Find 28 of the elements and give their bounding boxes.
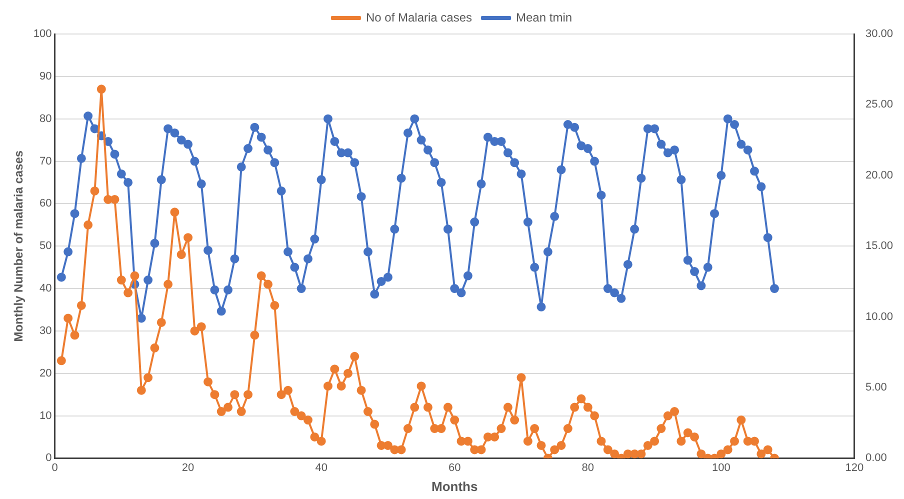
y-tick-label: 80: [40, 112, 52, 125]
y2-tick-label: 0.00: [865, 452, 887, 464]
y-axis-title: Monthly Number of malaria cases: [12, 150, 26, 342]
legend-label: No of Malaria cases: [366, 10, 472, 24]
y2-tick-label: 20.00: [865, 169, 894, 182]
x-tick-label: 20: [182, 462, 194, 474]
y2-tick-label: 25.00: [865, 98, 894, 111]
y-tick-label: 100: [33, 28, 52, 40]
x-tick-label: 100: [712, 462, 730, 474]
y-tick-label: 10: [40, 410, 52, 422]
y2-tick-label: 5.00: [865, 382, 887, 394]
y2-tick-label: 30.00: [865, 28, 894, 40]
y-tick-label: 40: [40, 282, 52, 295]
y-tick-label: 70: [40, 155, 52, 168]
x-tick-label: 40: [315, 462, 328, 474]
x-tick-label: 120: [845, 462, 864, 474]
y-tick-label: 60: [40, 198, 52, 210]
y-tick-label: 0: [46, 452, 52, 464]
x-tick-label: 80: [582, 462, 594, 474]
x-tick-label: 60: [448, 462, 461, 474]
y-tick-label: 20: [40, 367, 52, 380]
legend-label: Mean tmin: [516, 10, 572, 24]
y2-tick-label: 10.00: [865, 310, 894, 323]
y-tick-label: 50: [40, 240, 52, 252]
y2-tick-label: 15.00: [865, 240, 894, 252]
y-tick-label: 90: [40, 70, 52, 82]
x-axis-title: Months: [432, 478, 478, 494]
y-tick-label: 30: [40, 324, 52, 337]
